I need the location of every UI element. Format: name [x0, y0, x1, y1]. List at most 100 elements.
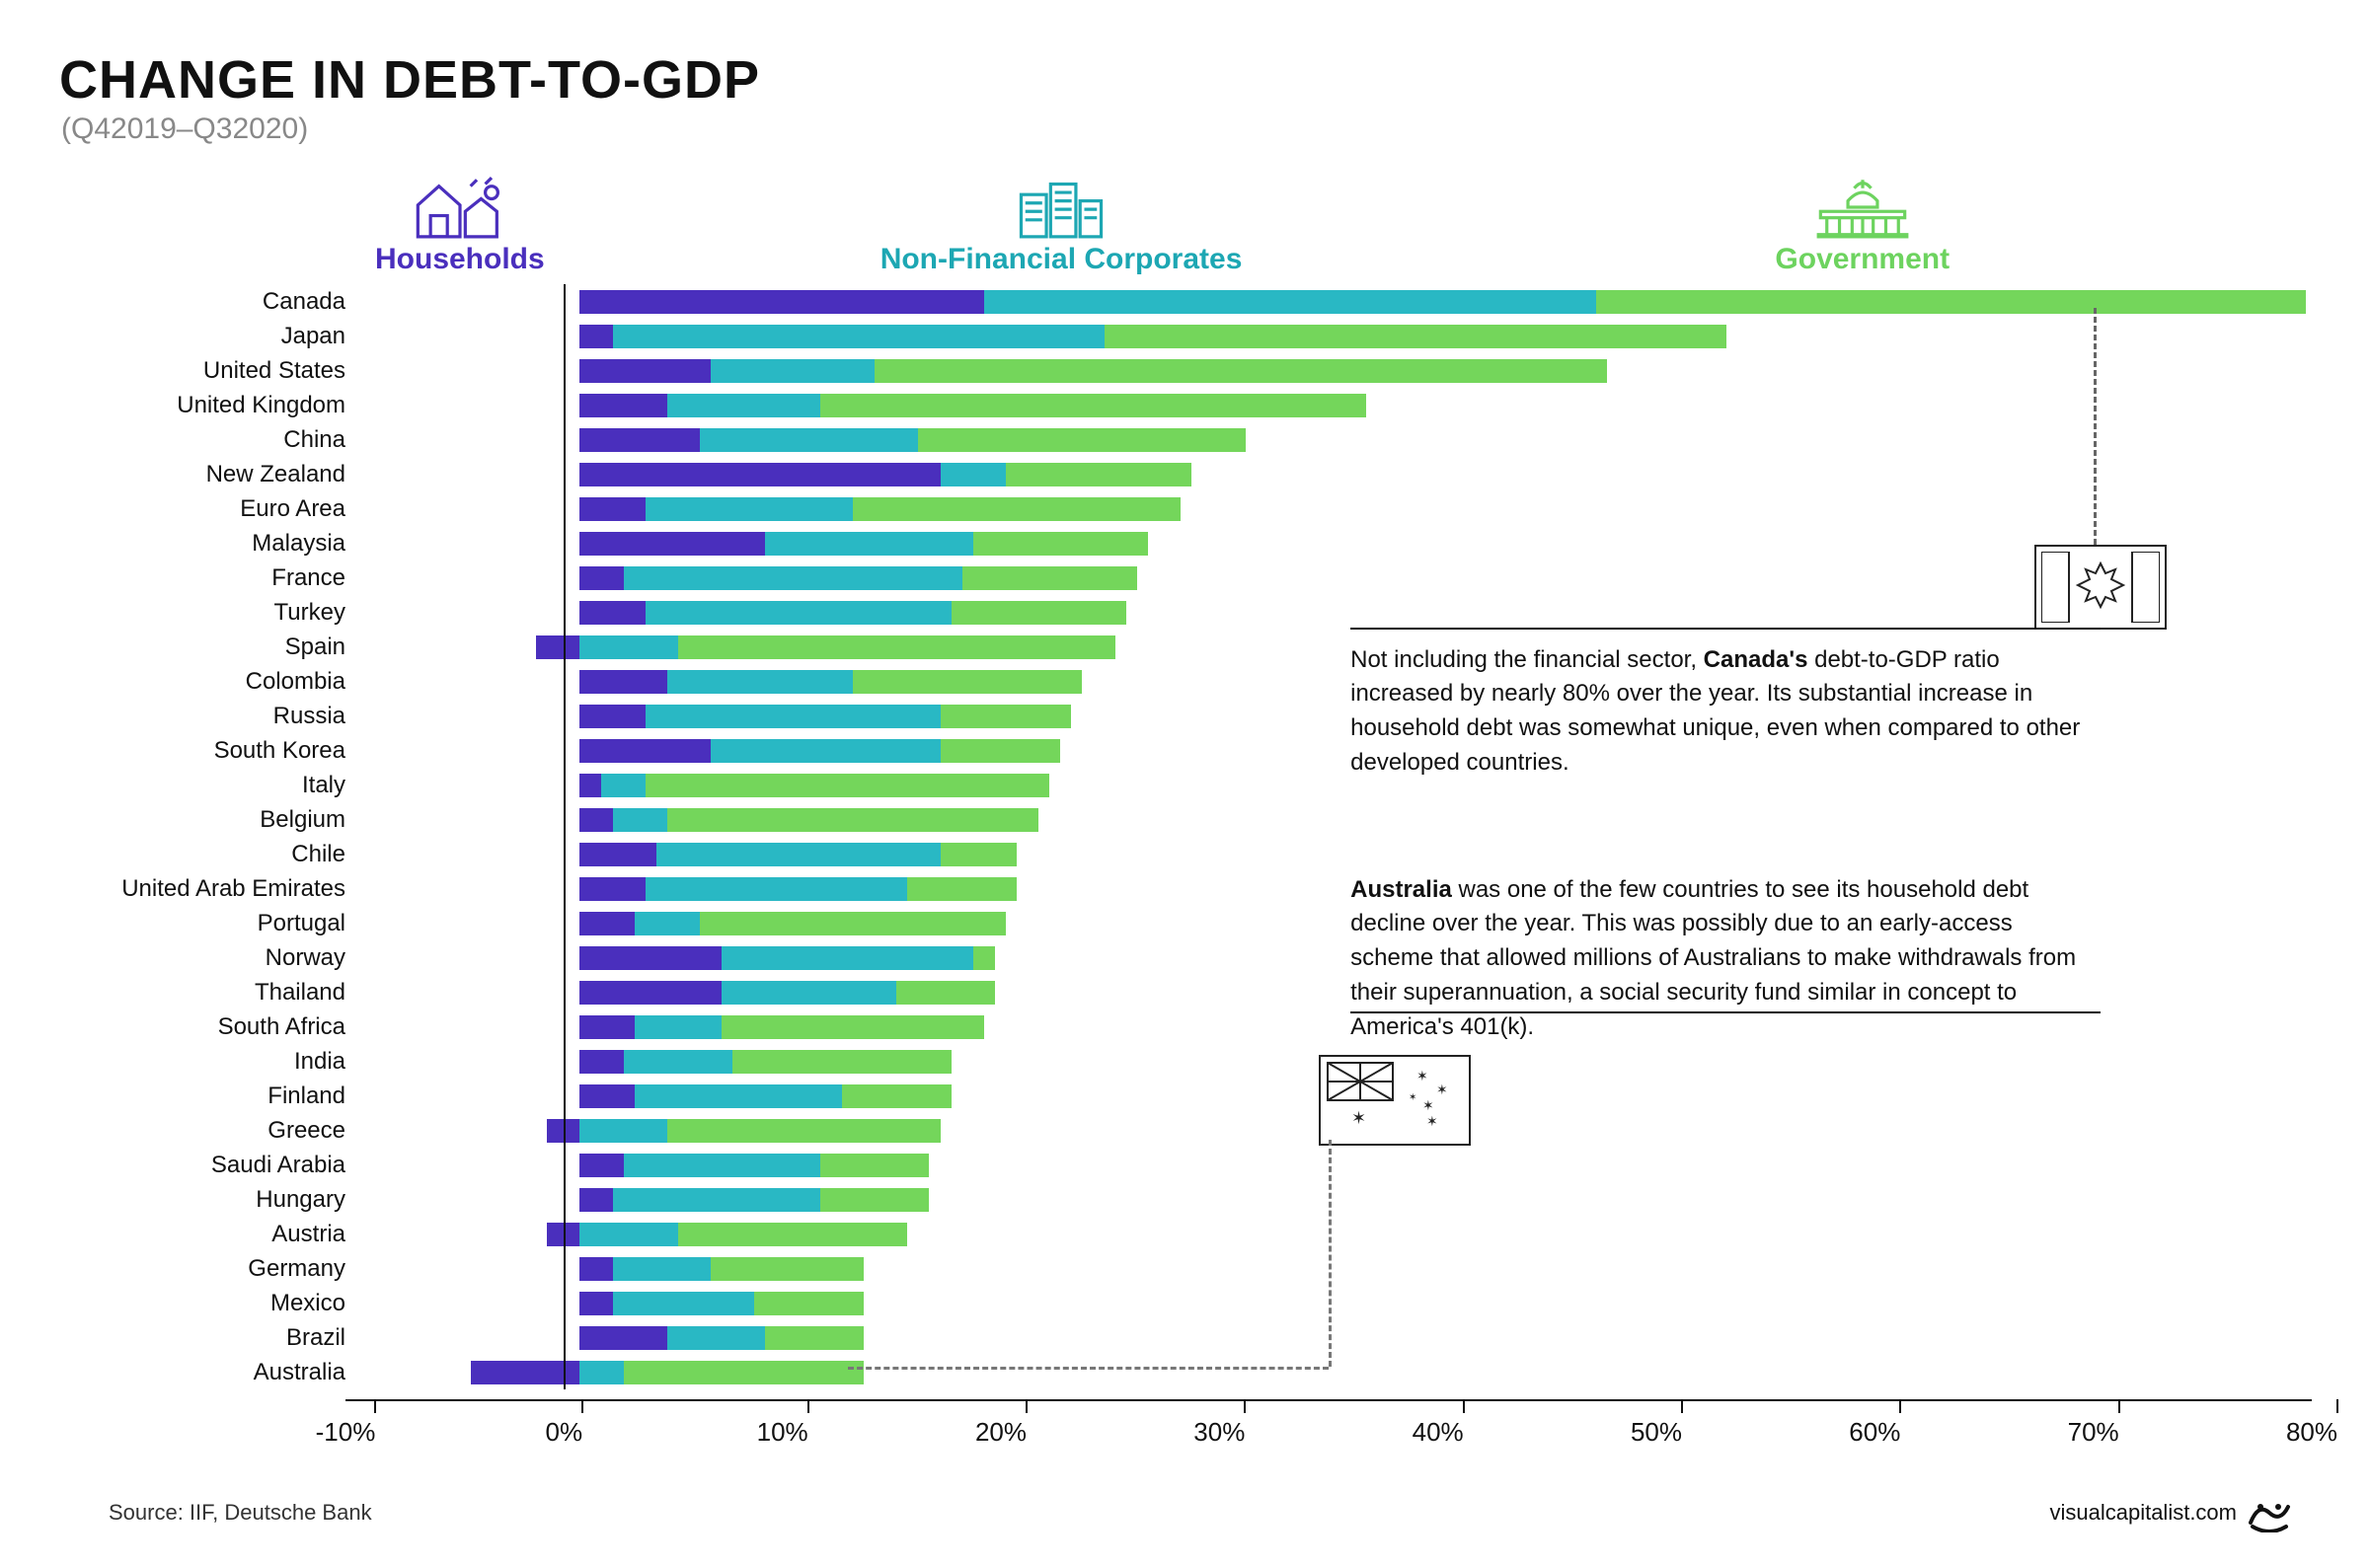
- australia-annotation: Australia was one of the few countries t…: [1350, 873, 2101, 1045]
- x-tick: 50%: [1656, 1399, 1708, 1448]
- x-tick: 70%: [2094, 1399, 2145, 1448]
- country-label: Australia: [59, 1359, 361, 1386]
- capitol-icon: [1808, 176, 1917, 239]
- bar-segment-households: [579, 1154, 623, 1177]
- bar-track: [361, 1154, 2312, 1177]
- bar-segment-corporates: [601, 774, 645, 797]
- bar-track: [361, 1326, 2312, 1350]
- bar-segment-corporates: [722, 981, 896, 1005]
- bar-track: [361, 1361, 2312, 1384]
- table-row: Euro Area: [59, 491, 2312, 526]
- bar-segment-government: [646, 774, 1049, 797]
- bar-track: [361, 394, 2312, 417]
- bar-segment-households: [579, 912, 634, 935]
- chart-subtitle: (Q42019–Q32020): [61, 112, 2312, 146]
- bar-track: [361, 1292, 2312, 1315]
- legend-households: Households: [375, 176, 545, 276]
- australia-dash: [848, 1140, 1329, 1370]
- x-tick-label: 0%: [546, 1417, 583, 1448]
- country-label: Thailand: [59, 979, 361, 1007]
- logo-icon: [2247, 1493, 2292, 1532]
- bar-segment-households: [579, 981, 722, 1005]
- legend-households-label: Households: [375, 243, 545, 276]
- bar-segment-corporates: [624, 1050, 733, 1074]
- country-label: Euro Area: [59, 495, 361, 523]
- australia-flag-icon: ✶ ✶ ✶ ✶ ✶ ✶: [1319, 1055, 1471, 1146]
- bar-segment-households: [579, 877, 645, 901]
- x-tick: 10%: [783, 1399, 834, 1448]
- bar-segment-government: [820, 394, 1366, 417]
- bar-segment-corporates: [613, 1292, 755, 1315]
- svg-text:✶: ✶: [1426, 1113, 1438, 1129]
- x-tick: 60%: [1874, 1399, 1926, 1448]
- table-row: Canada: [59, 284, 2312, 319]
- bar-segment-corporates: [646, 497, 853, 521]
- bar-segment-corporates: [711, 359, 875, 383]
- bar-segment-government: [700, 912, 1006, 935]
- bar-segment-government: [1596, 290, 2306, 314]
- bar-track: [361, 325, 2312, 348]
- country-label: China: [59, 426, 361, 454]
- bar-segment-households: [579, 1292, 612, 1315]
- bar-track: [361, 463, 2312, 486]
- table-row: China: [59, 422, 2312, 457]
- country-label: South Korea: [59, 737, 361, 765]
- country-label: Norway: [59, 944, 361, 972]
- table-row: France: [59, 560, 2312, 595]
- table-row: Chile: [59, 837, 2312, 871]
- bar-segment-households: [579, 670, 667, 694]
- country-label: Spain: [59, 634, 361, 661]
- bar-segment-government: [1006, 463, 1191, 486]
- bar-segment-corporates: [656, 843, 941, 866]
- bar-segment-corporates: [711, 739, 940, 763]
- bar-segment-government: [853, 670, 1082, 694]
- x-tick-label: 50%: [1631, 1417, 1682, 1448]
- bar-track: [361, 566, 2312, 590]
- x-tick: 30%: [1219, 1399, 1270, 1448]
- table-row: Turkey: [59, 595, 2312, 630]
- bar-segment-corporates: [579, 635, 678, 659]
- bar-segment-households: [579, 1257, 612, 1281]
- bar-segment-government: [952, 601, 1126, 625]
- table-row: Malaysia: [59, 526, 2312, 560]
- bar-segment-government: [907, 877, 1017, 901]
- country-label: Italy: [59, 772, 361, 799]
- bar-segment-government: [732, 1050, 951, 1074]
- bar-segment-government: [853, 497, 1181, 521]
- bar-segment-households: [579, 532, 765, 556]
- country-label: Brazil: [59, 1324, 361, 1352]
- country-label: India: [59, 1048, 361, 1076]
- country-label: Hungary: [59, 1186, 361, 1214]
- country-label: Greece: [59, 1117, 361, 1145]
- bar-segment-corporates: [624, 566, 962, 590]
- x-axis: -10%0%10%20%30%40%50%60%70%80%: [59, 1399, 2312, 1449]
- table-row: Belgium: [59, 802, 2312, 837]
- country-label: France: [59, 564, 361, 592]
- legend-corporates: Non-Financial Corporates: [880, 176, 1243, 276]
- x-tick: -10%: [345, 1399, 406, 1448]
- table-row: India: [59, 1044, 2312, 1079]
- country-label: Portugal: [59, 910, 361, 937]
- x-tick-label: 40%: [1413, 1417, 1464, 1448]
- site-credit: visualcapitalist.com: [2049, 1493, 2292, 1532]
- table-row: United Kingdom: [59, 388, 2312, 422]
- bar-segment-households: [579, 808, 612, 832]
- x-tick: 40%: [1438, 1399, 1490, 1448]
- bar-segment-corporates: [667, 1326, 766, 1350]
- country-label: Belgium: [59, 806, 361, 834]
- canada-rule: [1350, 628, 2101, 630]
- page: CHANGE IN DEBT-TO-GDP (Q42019–Q32020) Ho…: [0, 0, 2371, 1568]
- country-label: Austria: [59, 1221, 361, 1248]
- bar-segment-government: [667, 808, 1038, 832]
- bar-segment-government: [711, 1257, 864, 1281]
- legend-corporates-label: Non-Financial Corporates: [880, 243, 1243, 276]
- bar-segment-government: [624, 1361, 864, 1384]
- footer: Source: IIF, Deutsche Bank visualcapital…: [109, 1493, 2292, 1532]
- bar-segment-government: [722, 1015, 984, 1039]
- bar-segment-corporates: [579, 1223, 678, 1246]
- svg-text:✶: ✶: [1351, 1108, 1366, 1128]
- country-label: Germany: [59, 1255, 361, 1283]
- bar-segment-households: [579, 359, 711, 383]
- x-tick-label: 20%: [975, 1417, 1027, 1448]
- bar-segment-corporates: [635, 912, 700, 935]
